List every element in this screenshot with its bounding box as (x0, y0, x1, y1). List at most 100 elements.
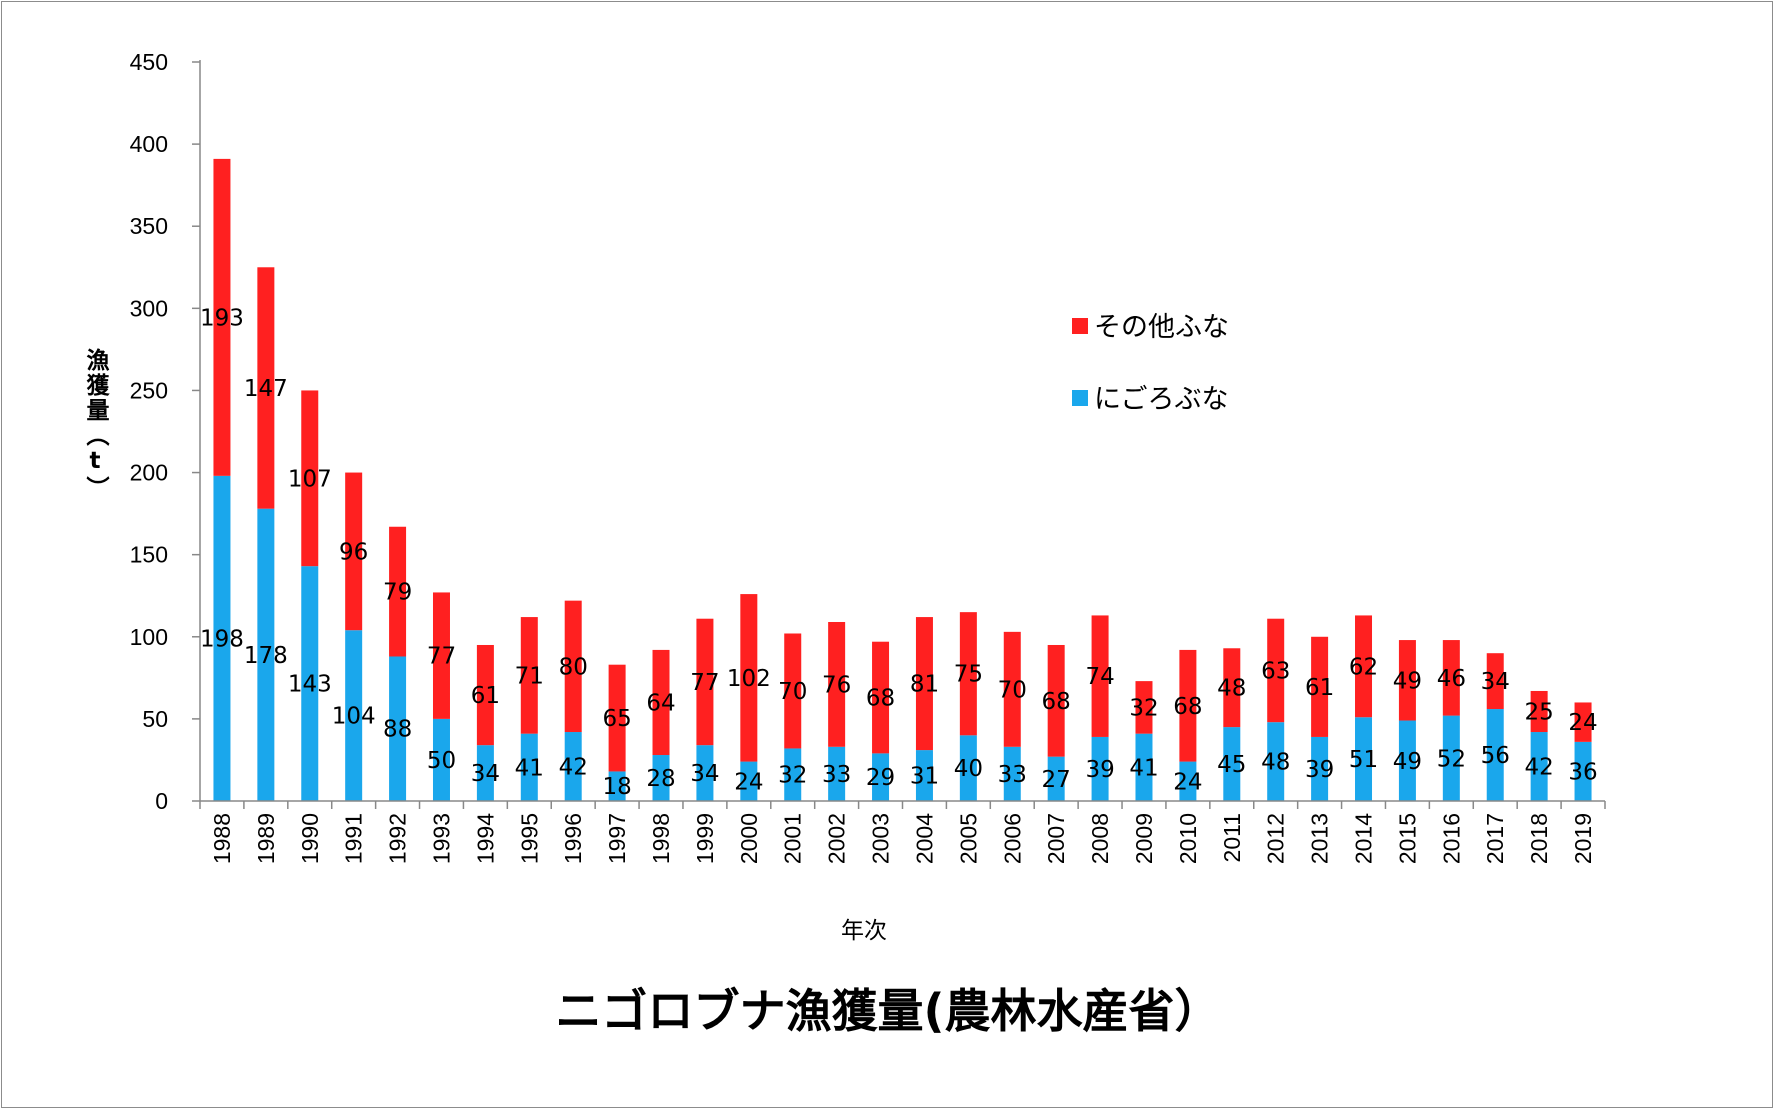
data-label-sonota-funa: 70 (998, 677, 1027, 703)
bar-sonota-funa (1223, 648, 1241, 728)
y-tick-label: 300 (130, 295, 168, 321)
bar-sonota-funa (740, 594, 758, 762)
data-label-sonota-funa: 62 (1349, 654, 1378, 680)
y-tick-label: 350 (130, 213, 168, 239)
data-label-sonota-funa: 102 (727, 666, 771, 692)
bar-nigorobuna (1003, 746, 1021, 801)
x-tick-label: 2019 (1570, 813, 1596, 864)
y-tick-label: 450 (130, 49, 168, 75)
data-label-sonota-funa: 74 (1085, 664, 1114, 690)
x-tick-label: 1990 (297, 813, 323, 864)
bar-nigorobuna (1355, 717, 1373, 801)
data-label-nigorobuna: 31 (910, 764, 939, 790)
bar-sonota-funa (1530, 690, 1548, 733)
data-label-nigorobuna: 198 (200, 626, 244, 652)
bar-nigorobuna (564, 732, 582, 801)
bar-sonota-funa (915, 617, 933, 751)
bars (213, 158, 1592, 801)
data-label-nigorobuna: 32 (778, 763, 807, 789)
data-label-sonota-funa: 24 (1568, 710, 1597, 736)
x-tick-label: 1996 (560, 813, 586, 864)
x-tick-label: 1991 (341, 813, 367, 864)
x-tick-label: 1992 (385, 813, 411, 864)
data-label-nigorobuna: 56 (1481, 743, 1510, 769)
data-label-sonota-funa: 76 (822, 672, 851, 698)
data-label-sonota-funa: 63 (1261, 658, 1290, 684)
bar-sonota-funa (432, 592, 450, 719)
data-label-nigorobuna: 28 (646, 766, 675, 792)
x-tick-label: 1988 (209, 813, 235, 864)
chart-title: ニゴロブナ漁獲量(農林水産省） (555, 984, 1221, 1038)
data-label-nigorobuna: 39 (1085, 757, 1114, 783)
bar-nigorobuna (389, 656, 407, 801)
x-tick-label: 1993 (428, 813, 454, 864)
x-tick-label: 2008 (1087, 813, 1113, 864)
bar-sonota-funa (1442, 640, 1460, 716)
x-tick-label: 2017 (1482, 813, 1508, 864)
bar-nigorobuna (1135, 733, 1153, 801)
bar-nigorobuna (1047, 756, 1065, 801)
bar-nigorobuna (915, 750, 933, 801)
bar-nigorobuna (959, 735, 977, 801)
data-label-nigorobuna: 52 (1437, 746, 1466, 772)
bar-sonota-funa (257, 267, 275, 509)
bar-sonota-funa (1179, 649, 1197, 762)
bar-sonota-funa (213, 158, 231, 476)
bar-nigorobuna (608, 771, 626, 801)
bar-nigorobuna (1574, 741, 1592, 801)
data-label-nigorobuna: 143 (288, 672, 332, 698)
y-tick-label: 250 (130, 377, 168, 403)
bar-sonota-funa (959, 612, 977, 736)
bar-sonota-funa (389, 526, 407, 657)
bar-sonota-funa (1003, 631, 1021, 747)
bar-nigorobuna (476, 745, 494, 801)
data-label-sonota-funa: 147 (244, 376, 288, 402)
data-label-sonota-funa: 77 (427, 644, 456, 670)
y-tick-label: 400 (130, 131, 168, 157)
bar-nigorobuna (520, 733, 538, 801)
x-tick-label: 2005 (955, 813, 981, 864)
x-tick-label: 1998 (648, 813, 674, 864)
x-tick-label: 2000 (736, 813, 762, 864)
data-label-nigorobuna: 27 (1042, 767, 1071, 793)
y-tick-label: 150 (130, 542, 168, 568)
x-tick-label: 2007 (1043, 813, 1069, 864)
bar-sonota-funa (1047, 644, 1065, 757)
x-tick-label: 2010 (1175, 813, 1201, 864)
y-tick-label: 200 (130, 460, 168, 486)
data-label-nigorobuna: 104 (332, 704, 376, 730)
bar-sonota-funa (301, 390, 319, 567)
data-label-nigorobuna: 45 (1217, 752, 1246, 778)
data-label-nigorobuna: 34 (471, 761, 500, 787)
data-label-nigorobuna: 18 (602, 774, 631, 800)
y-tick-label: 100 (130, 624, 168, 650)
bar-nigorobuna (257, 508, 275, 801)
data-label-nigorobuna: 42 (559, 755, 588, 781)
data-label-nigorobuna: 39 (1305, 757, 1334, 783)
data-label-sonota-funa: 75 (954, 662, 983, 688)
bar-sonota-funa (1267, 618, 1285, 723)
bar-nigorobuna (1091, 736, 1109, 801)
data-label-nigorobuna: 33 (822, 762, 851, 788)
bar-sonota-funa (696, 618, 714, 746)
x-tick-label: 2009 (1131, 813, 1157, 864)
bar-sonota-funa (1398, 640, 1416, 721)
data-label-nigorobuna: 50 (427, 748, 456, 774)
bar-sonota-funa (652, 649, 670, 756)
bar-nigorobuna (1223, 727, 1241, 801)
x-tick-label: 2006 (999, 813, 1025, 864)
bar-sonota-funa (476, 644, 494, 746)
bar-nigorobuna (1311, 736, 1329, 801)
x-tick-label: 2003 (868, 813, 894, 864)
bar-sonota-funa (1574, 702, 1592, 742)
data-label-sonota-funa: 80 (559, 654, 588, 680)
x-tick-label: 1999 (692, 813, 718, 864)
bar-nigorobuna (740, 761, 758, 801)
data-label-sonota-funa: 48 (1217, 676, 1246, 702)
data-label-sonota-funa: 193 (200, 305, 244, 331)
data-label-sonota-funa: 25 (1525, 699, 1554, 725)
data-label-nigorobuna: 41 (515, 755, 544, 781)
x-tick-label: 1989 (253, 813, 279, 864)
bar-nigorobuna (432, 718, 450, 801)
